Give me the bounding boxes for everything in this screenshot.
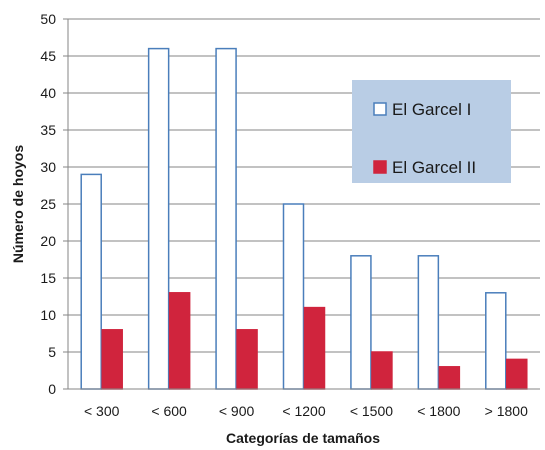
y-tick-label: 35 <box>40 122 56 138</box>
legend: El Garcel I El Garcel II <box>352 80 511 183</box>
y-tick-label: 40 <box>40 85 56 101</box>
bar-el-garcel-i <box>80 173 102 390</box>
bar-el-garcel-i <box>215 47 237 390</box>
legend-label: El Garcel II <box>392 158 476 177</box>
x-tick-label: < 1200 <box>282 403 325 419</box>
legend-swatch-el-garcel-i <box>373 102 387 116</box>
x-tick-label: < 900 <box>219 403 255 419</box>
x-tick-label: < 1800 <box>417 403 460 419</box>
y-tick-label: 10 <box>40 307 56 323</box>
legend-swatch-el-garcel-ii <box>373 160 387 174</box>
bar-el-garcel-i <box>485 292 507 390</box>
y-tick-label: 0 <box>48 381 56 397</box>
bar-el-garcel-i <box>417 255 440 390</box>
y-tick-label: 5 <box>48 344 56 360</box>
y-tick-label: 50 <box>40 11 56 27</box>
y-tick-label: 25 <box>40 196 56 212</box>
x-tick-label: > 1800 <box>485 403 528 419</box>
y-tick-label: 15 <box>40 270 56 286</box>
bar-el-garcel-ii <box>303 306 326 390</box>
y-tick-label: 30 <box>40 159 56 175</box>
legend-label: El Garcel I <box>392 100 471 119</box>
bar-el-garcel-ii <box>168 292 191 390</box>
bar-el-garcel-ii <box>371 351 393 390</box>
x-axis-ticks: < 300 < 600 < 900 < 1200 < 1500 < 1800 > 1800 <box>84 403 528 419</box>
bar-el-garcel-i <box>147 47 170 390</box>
bar-el-garcel-i <box>350 255 372 390</box>
y-axis-ticks: 0 5 10 15 20 25 30 35 40 45 50 <box>40 11 68 397</box>
bar-el-garcel-ii <box>438 366 461 390</box>
bar-el-garcel-ii <box>236 329 258 390</box>
bar-el-garcel-ii <box>101 329 123 390</box>
y-tick-label: 20 <box>40 233 56 249</box>
bars <box>80 47 528 390</box>
x-tick-label: < 600 <box>151 403 187 419</box>
x-axis-title: Categorías de tamaños <box>226 430 380 446</box>
x-tick-label: < 300 <box>84 403 120 419</box>
y-axis-title: Número de hoyos <box>10 145 26 263</box>
bar-el-garcel-i <box>282 203 305 390</box>
y-tick-label: 45 <box>40 48 56 64</box>
x-tick-label: < 1500 <box>350 403 393 419</box>
bar-el-garcel-ii <box>506 358 528 390</box>
